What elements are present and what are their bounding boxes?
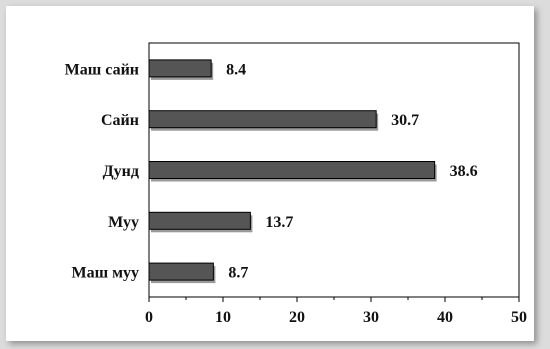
category-label: Маш сайн — [65, 61, 139, 78]
bar — [148, 262, 214, 281]
bar — [148, 110, 377, 129]
plot-area: Маш сайн 8.4 Сайн 30.7 Дунд 38.6 Муу 13.7 Маш му… — [65, 42, 527, 326]
bar — [148, 59, 212, 78]
value-label: 8.7 — [228, 265, 248, 282]
bar — [148, 161, 436, 179]
value-label: 8.4 — [226, 61, 246, 78]
value-label: 38.6 — [450, 163, 478, 180]
x-tick-label: 50 — [511, 309, 527, 326]
x-tick-label: 10 — [215, 309, 231, 326]
value-label: 13.7 — [265, 214, 293, 231]
bar-chart: Маш сайн 8.4 Сайн 30.7 Дунд 38.6 Муу 13.7 Маш му… — [65, 42, 527, 326]
x-tick-label: 0 — [145, 309, 153, 326]
chart-frame: Маш сайн 8.4 Сайн 30.7 Дунд 38.6 Муу 13.7 Маш му… — [6, 6, 534, 341]
category-label: Муу — [108, 214, 139, 231]
category-label: Дунд — [103, 163, 139, 180]
x-tick-label: 20 — [289, 309, 305, 326]
category-label: Сайн — [101, 112, 139, 129]
x-tick-label: 30 — [363, 309, 379, 326]
category-label: Маш муу — [71, 265, 139, 282]
bar — [148, 211, 251, 230]
value-label: 30.7 — [391, 112, 419, 129]
x-tick-label: 40 — [437, 309, 453, 326]
